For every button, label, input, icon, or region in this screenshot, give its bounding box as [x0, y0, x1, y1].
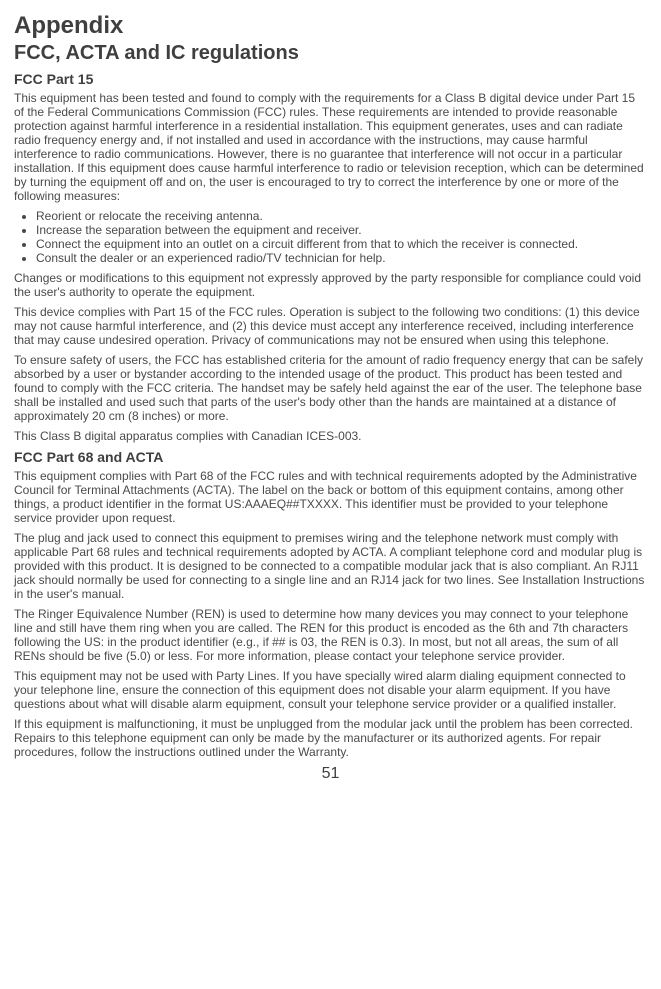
page-title: Appendix: [14, 12, 647, 40]
body-paragraph: This equipment may not be used with Part…: [14, 669, 647, 711]
page-subtitle: FCC, ACTA and IC regulations: [14, 42, 647, 65]
body-paragraph: If this equipment is malfunctioning, it …: [14, 717, 647, 759]
list-item: Reorient or relocate the receiving anten…: [36, 209, 647, 223]
body-paragraph: The plug and jack used to connect this e…: [14, 531, 647, 601]
list-item: Consult the dealer or an experienced rad…: [36, 251, 647, 265]
body-paragraph: This equipment complies with Part 68 of …: [14, 469, 647, 525]
list-item: Increase the separation between the equi…: [36, 223, 647, 237]
body-paragraph: To ensure safety of users, the FCC has e…: [14, 353, 647, 423]
body-paragraph: This Class B digital apparatus complies …: [14, 429, 647, 443]
body-paragraph: The Ringer Equivalence Number (REN) is u…: [14, 607, 647, 663]
document-page: Appendix FCC, ACTA and IC regulations FC…: [0, 0, 661, 801]
body-paragraph: This equipment has been tested and found…: [14, 91, 647, 203]
section-heading-fcc-part-15: FCC Part 15: [14, 71, 647, 87]
section-heading-fcc-part-68: FCC Part 68 and ACTA: [14, 449, 647, 465]
body-paragraph: Changes or modifications to this equipme…: [14, 271, 647, 299]
page-number: 51: [14, 765, 647, 783]
bullet-list: Reorient or relocate the receiving anten…: [14, 209, 647, 265]
list-item: Connect the equipment into an outlet on …: [36, 237, 647, 251]
body-paragraph: This device complies with Part 15 of the…: [14, 305, 647, 347]
